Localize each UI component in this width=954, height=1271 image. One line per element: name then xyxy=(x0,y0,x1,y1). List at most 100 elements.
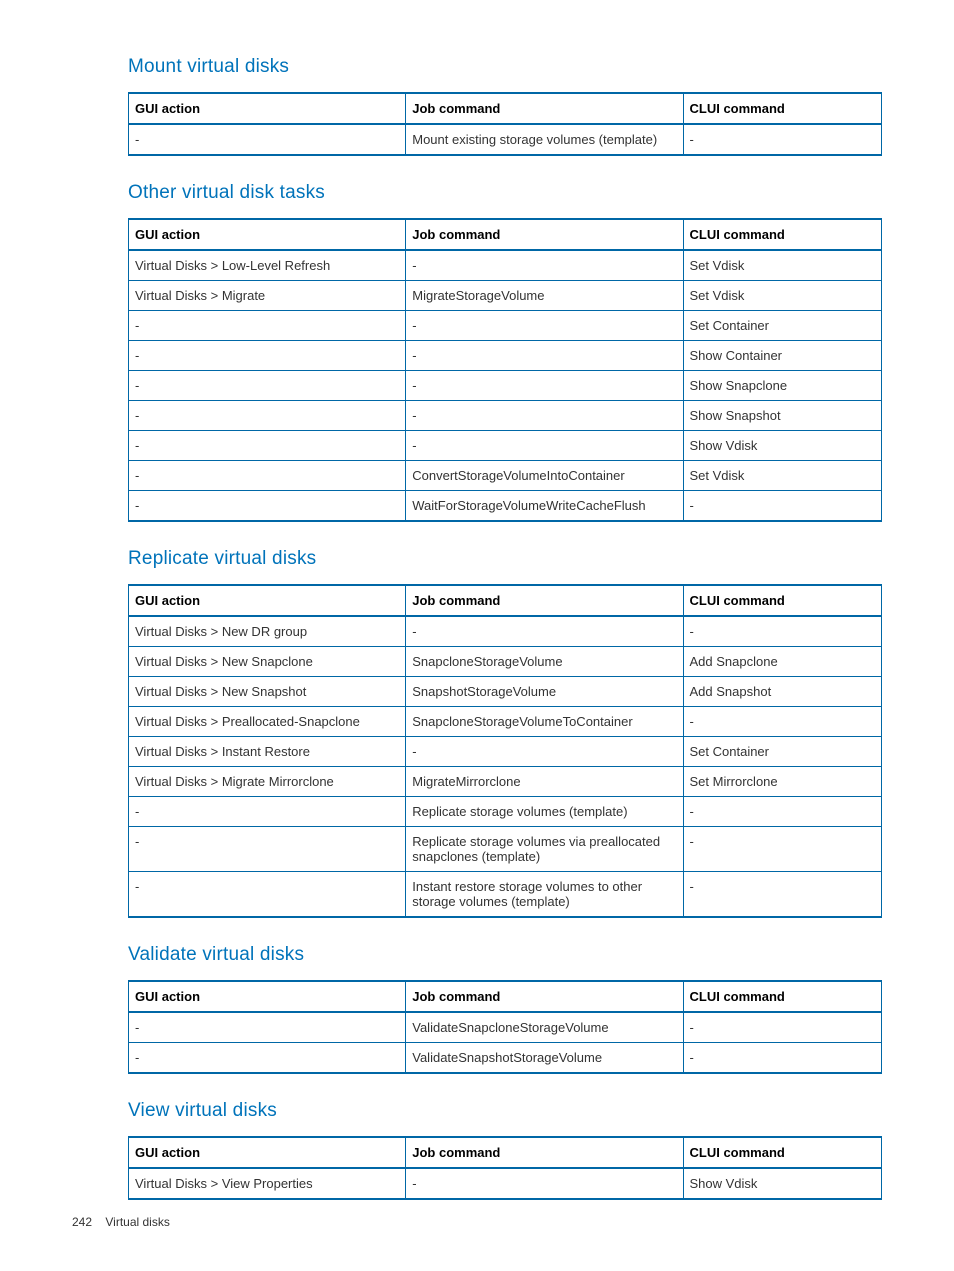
table-cell: Replicate storage volumes (template) xyxy=(406,797,683,827)
column-header: CLUI command xyxy=(683,219,882,250)
table-cell: Replicate storage volumes via preallocat… xyxy=(406,827,683,872)
table-row: Virtual Disks > New DR group-- xyxy=(129,616,882,647)
table-row: --Set Container xyxy=(129,311,882,341)
table-cell: - xyxy=(406,616,683,647)
table-cell: Add Snapshot xyxy=(683,677,882,707)
table-cell: Instant restore storage volumes to other… xyxy=(406,872,683,918)
document-page: Mount virtual disksGUI actionJob command… xyxy=(0,0,954,1271)
footer-section: Virtual disks xyxy=(105,1215,169,1229)
table-cell: WaitForStorageVolumeWriteCacheFlush xyxy=(406,491,683,522)
table-cell: - xyxy=(406,250,683,281)
column-header: GUI action xyxy=(129,1137,406,1168)
table-row: Virtual Disks > Preallocated-SnapcloneSn… xyxy=(129,707,882,737)
table-cell: - xyxy=(129,341,406,371)
table-cell: Virtual Disks > New DR group xyxy=(129,616,406,647)
table-cell: - xyxy=(683,1043,882,1074)
table-cell: Mount existing storage volumes (template… xyxy=(406,124,683,155)
table-cell: - xyxy=(129,311,406,341)
column-header: CLUI command xyxy=(683,93,882,124)
table-cell: Virtual Disks > Migrate Mirrorclone xyxy=(129,767,406,797)
table-cell: Show Vdisk xyxy=(683,431,882,461)
table-cell: SnapcloneStorageVolumeToContainer xyxy=(406,707,683,737)
page-number: 242 xyxy=(72,1215,92,1229)
table-cell: Show Snapshot xyxy=(683,401,882,431)
table-row: Virtual Disks > Migrate MirrorcloneMigra… xyxy=(129,767,882,797)
table-cell: - xyxy=(129,827,406,872)
table-cell: - xyxy=(129,124,406,155)
table-row: --Show Snapshot xyxy=(129,401,882,431)
table-row: Virtual Disks > New SnapshotSnapshotStor… xyxy=(129,677,882,707)
table-row: Virtual Disks > Low-Level Refresh-Set Vd… xyxy=(129,250,882,281)
table-cell: Virtual Disks > New Snapshot xyxy=(129,677,406,707)
table-cell: - xyxy=(129,461,406,491)
page-footer: 242 Virtual disks xyxy=(72,1215,170,1229)
table-cell: - xyxy=(129,431,406,461)
table-cell: ValidateSnapshotStorageVolume xyxy=(406,1043,683,1074)
command-table: GUI actionJob commandCLUI command Virtual… xyxy=(128,1136,882,1200)
table-cell: - xyxy=(683,707,882,737)
sections-container: Mount virtual disksGUI actionJob command… xyxy=(128,56,882,1200)
table-cell: - xyxy=(683,872,882,918)
table-cell: Virtual Disks > Low-Level Refresh xyxy=(129,250,406,281)
table-cell: - xyxy=(683,797,882,827)
command-table: GUI actionJob commandCLUI command-Valida… xyxy=(128,980,882,1074)
table-cell: MigrateMirrorclone xyxy=(406,767,683,797)
table-row: -ValidateSnapshotStorageVolume- xyxy=(129,1043,882,1074)
table-cell: - xyxy=(129,1012,406,1043)
table-row: --Show Container xyxy=(129,341,882,371)
table-row: Virtual Disks > Instant Restore-Set Cont… xyxy=(129,737,882,767)
column-header: CLUI command xyxy=(683,1137,882,1168)
table-cell: - xyxy=(406,737,683,767)
table-row: --Show Snapclone xyxy=(129,371,882,401)
table-cell: Set Container xyxy=(683,311,882,341)
table-cell: Set Vdisk xyxy=(683,250,882,281)
table-cell: - xyxy=(406,311,683,341)
table-cell: - xyxy=(129,797,406,827)
table-cell: Virtual Disks > Preallocated-Snapclone xyxy=(129,707,406,737)
table-cell: Virtual Disks > Instant Restore xyxy=(129,737,406,767)
table-cell: - xyxy=(129,1043,406,1074)
table-cell: - xyxy=(129,401,406,431)
table-cell: Show Vdisk xyxy=(683,1168,882,1199)
section-title: Other virtual disk tasks xyxy=(128,182,882,204)
table-cell: Show Container xyxy=(683,341,882,371)
section-title: Replicate virtual disks xyxy=(128,548,882,570)
table-row: -WaitForStorageVolumeWriteCacheFlush- xyxy=(129,491,882,522)
table-cell: - xyxy=(129,491,406,522)
table-row: Virtual Disks > New SnapcloneSnapcloneSt… xyxy=(129,647,882,677)
section-title: Validate virtual disks xyxy=(128,944,882,966)
table-row: Virtual Disks > MigrateMigrateStorageVol… xyxy=(129,281,882,311)
table-cell: - xyxy=(129,872,406,918)
table-row: -Mount existing storage volumes (templat… xyxy=(129,124,882,155)
table-row: -ConvertStorageVolumeIntoContainerSet Vd… xyxy=(129,461,882,491)
table-cell: - xyxy=(406,1168,683,1199)
table-cell: - xyxy=(683,827,882,872)
column-header: GUI action xyxy=(129,219,406,250)
section-title: View virtual disks xyxy=(128,1100,882,1122)
column-header: GUI action xyxy=(129,93,406,124)
column-header: Job command xyxy=(406,219,683,250)
column-header: Job command xyxy=(406,585,683,616)
table-row: -Replicate storage volumes (template)- xyxy=(129,797,882,827)
table-cell: - xyxy=(683,491,882,522)
table-cell: - xyxy=(683,616,882,647)
command-table: GUI actionJob commandCLUI commandVirtual… xyxy=(128,584,882,918)
table-cell: SnapshotStorageVolume xyxy=(406,677,683,707)
table-cell: MigrateStorageVolume xyxy=(406,281,683,311)
column-header: GUI action xyxy=(129,585,406,616)
table-cell: - xyxy=(683,124,882,155)
table-row: -ValidateSnapcloneStorageVolume- xyxy=(129,1012,882,1043)
table-cell: Set Vdisk xyxy=(683,281,882,311)
table-cell: - xyxy=(406,371,683,401)
table-cell: Virtual Disks > View Properties xyxy=(129,1168,406,1199)
table-cell: - xyxy=(683,1012,882,1043)
table-row: --Show Vdisk xyxy=(129,431,882,461)
table-cell: Set Vdisk xyxy=(683,461,882,491)
table-cell: Virtual Disks > New Snapclone xyxy=(129,647,406,677)
table-cell: Set Mirrorclone xyxy=(683,767,882,797)
column-header: Job command xyxy=(406,1137,683,1168)
column-header: Job command xyxy=(406,981,683,1012)
column-header: CLUI command xyxy=(683,981,882,1012)
column-header: Job command xyxy=(406,93,683,124)
command-table: GUI actionJob commandCLUI commandVirtual… xyxy=(128,218,882,522)
